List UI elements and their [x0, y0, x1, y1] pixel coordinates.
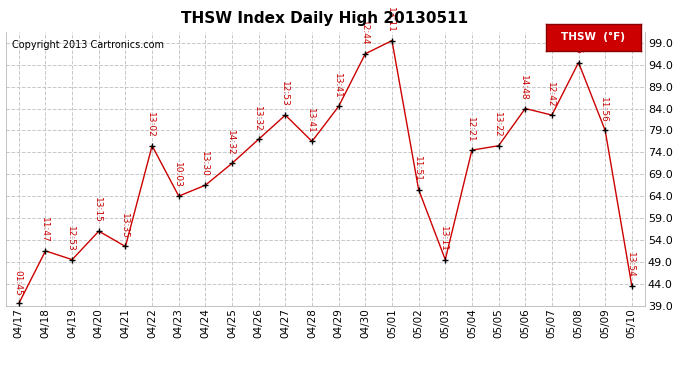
- Text: 13:22: 13:22: [493, 112, 502, 138]
- Text: 11:56: 11:56: [600, 97, 609, 123]
- Text: 13:02: 13:02: [146, 112, 155, 138]
- Text: 14:48: 14:48: [520, 75, 529, 100]
- Text: 01:45: 01:45: [13, 270, 22, 296]
- Text: 13:54: 13:54: [626, 252, 635, 278]
- Text: 13:30: 13:30: [199, 152, 208, 177]
- Text: 13:35: 13:35: [119, 213, 128, 238]
- Text: 13:11: 13:11: [440, 226, 449, 252]
- Text: 13:32: 13:32: [253, 105, 262, 131]
- Text: 13:41: 13:41: [306, 108, 315, 134]
- Text: 12:42: 12:42: [546, 82, 555, 107]
- Text: 13:15: 13:15: [93, 197, 102, 223]
- Text: 12:44: 12:44: [359, 20, 368, 46]
- Text: 12:53: 12:53: [279, 81, 288, 107]
- Text: 14:32: 14:32: [226, 130, 235, 155]
- Text: 10:03: 10:03: [173, 162, 182, 188]
- Text: 11:47: 11:47: [39, 217, 49, 243]
- Text: 13:11: 13:11: [386, 7, 395, 33]
- Text: 11:51: 11:51: [413, 156, 422, 182]
- Text: Copyright 2013 Cartronics.com: Copyright 2013 Cartronics.com: [12, 40, 164, 50]
- Text: 11:35: 11:35: [573, 29, 582, 55]
- Text: 12:21: 12:21: [466, 117, 475, 142]
- Text: THSW Index Daily High 20130511: THSW Index Daily High 20130511: [181, 11, 468, 26]
- Text: 13:41: 13:41: [333, 73, 342, 99]
- Text: 12:53: 12:53: [66, 226, 75, 252]
